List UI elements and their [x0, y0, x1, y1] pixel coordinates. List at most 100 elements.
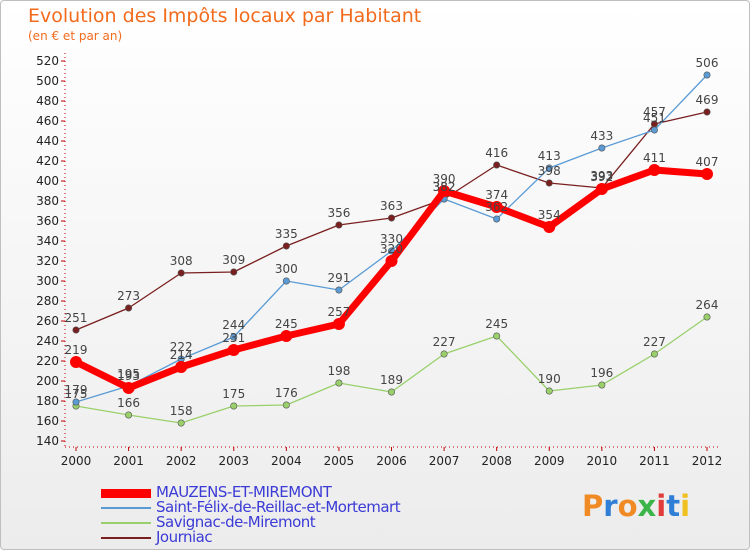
data-point — [493, 215, 501, 223]
data-label: 335 — [275, 227, 298, 241]
data-point — [650, 350, 658, 358]
y-tick-label: 440 — [36, 134, 59, 148]
data-point — [335, 286, 343, 294]
y-tick-label: 480 — [36, 94, 59, 108]
data-label: 382 — [433, 180, 456, 194]
data-label: 179 — [65, 383, 88, 397]
data-label: 190 — [538, 372, 561, 386]
data-label: 320 — [380, 242, 403, 256]
x-tick-label: 2007 — [429, 454, 460, 468]
data-label: 362 — [485, 200, 508, 214]
data-label: 407 — [696, 155, 719, 169]
data-point — [545, 387, 553, 395]
data-point — [280, 330, 293, 342]
data-point — [72, 398, 80, 406]
data-point — [332, 318, 345, 330]
data-point — [125, 411, 133, 419]
x-tick-label: 2009 — [534, 454, 565, 468]
data-point — [440, 350, 448, 358]
data-point — [387, 388, 395, 396]
data-label: 244 — [222, 318, 245, 332]
data-label: 257 — [327, 305, 350, 319]
chart-subtitle: (en € et par an) — [28, 29, 123, 43]
data-point — [177, 419, 185, 427]
y-tick-label: 200 — [36, 374, 59, 388]
x-tick-label: 2001 — [113, 454, 144, 468]
data-point — [493, 332, 501, 340]
data-point — [545, 164, 553, 172]
data-label: 390 — [433, 172, 456, 186]
y-tick-label: 240 — [36, 334, 59, 348]
data-point — [230, 402, 238, 410]
data-label: 300 — [275, 262, 298, 276]
data-label: 193 — [117, 369, 140, 383]
data-label: 222 — [170, 340, 193, 354]
x-tick-label: 2004 — [271, 454, 302, 468]
legend-swatch — [101, 522, 151, 524]
legend-label: Savignac-de-Miremont — [156, 513, 316, 531]
proxiti-logo: Proxiti — [582, 489, 690, 523]
data-label: 214 — [170, 348, 193, 362]
data-point — [545, 179, 553, 187]
y-tick-label: 260 — [36, 314, 59, 328]
logo-letter: i — [680, 489, 691, 523]
logo-letter: o — [617, 489, 638, 523]
data-label: 363 — [380, 199, 403, 213]
legend-swatch — [101, 488, 151, 498]
data-label: 291 — [327, 271, 350, 285]
legend-swatch — [101, 507, 151, 509]
data-label: 451 — [643, 111, 666, 125]
data-point — [125, 304, 133, 312]
data-point — [70, 356, 82, 368]
data-point — [282, 401, 290, 409]
data-point — [387, 214, 395, 222]
data-label: 354 — [538, 208, 561, 222]
x-tick-label: 2008 — [481, 454, 512, 468]
logo-letter: t — [666, 489, 681, 523]
y-tick-label: 220 — [36, 354, 59, 368]
data-label: 309 — [222, 253, 245, 267]
data-label: 457 — [643, 105, 666, 119]
data-label: 433 — [590, 129, 613, 143]
legend-label: Journiac — [156, 528, 213, 546]
data-label: 231 — [222, 331, 245, 345]
y-tick-label: 320 — [36, 254, 59, 268]
x-tick-label: 2000 — [61, 454, 92, 468]
y-tick-label: 300 — [36, 274, 59, 288]
data-point — [598, 381, 606, 389]
data-label: 196 — [590, 366, 613, 380]
data-point — [230, 333, 238, 341]
data-point — [438, 185, 451, 197]
data-point — [175, 361, 188, 373]
data-point — [543, 221, 556, 233]
data-label: 227 — [643, 335, 666, 349]
y-tick-label: 380 — [36, 194, 59, 208]
data-point — [282, 242, 290, 250]
data-label: 308 — [170, 254, 193, 268]
data-label: 393 — [590, 169, 613, 183]
data-label: 506 — [696, 56, 719, 70]
y-tick-label: 180 — [36, 394, 59, 408]
data-label: 219 — [65, 343, 88, 357]
data-point — [703, 71, 711, 79]
data-point — [648, 164, 661, 176]
x-tick-label: 2012 — [692, 454, 723, 468]
data-point — [72, 326, 80, 334]
y-tick-label: 360 — [36, 214, 59, 228]
data-label: 158 — [170, 404, 193, 418]
data-label: 176 — [275, 386, 298, 400]
x-tick-label: 2006 — [376, 454, 407, 468]
legend-label: Saint-Félix-de-Reillac-et-Mortemart — [156, 498, 401, 516]
data-point — [335, 379, 343, 387]
legend-label: MAUZENS-ET-MIREMONT — [156, 483, 332, 501]
x-tick-label: 2002 — [166, 454, 197, 468]
data-label: 398 — [538, 164, 561, 178]
data-label: 411 — [643, 151, 666, 165]
data-point — [230, 268, 238, 276]
x-tick-label: 2011 — [639, 454, 670, 468]
data-label: 189 — [380, 373, 403, 387]
y-tick-label: 520 — [36, 54, 59, 68]
chart-title: Evolution des Impôts locaux par Habitant — [28, 5, 422, 27]
x-tick-label: 2003 — [218, 454, 249, 468]
data-label: 374 — [485, 188, 508, 202]
